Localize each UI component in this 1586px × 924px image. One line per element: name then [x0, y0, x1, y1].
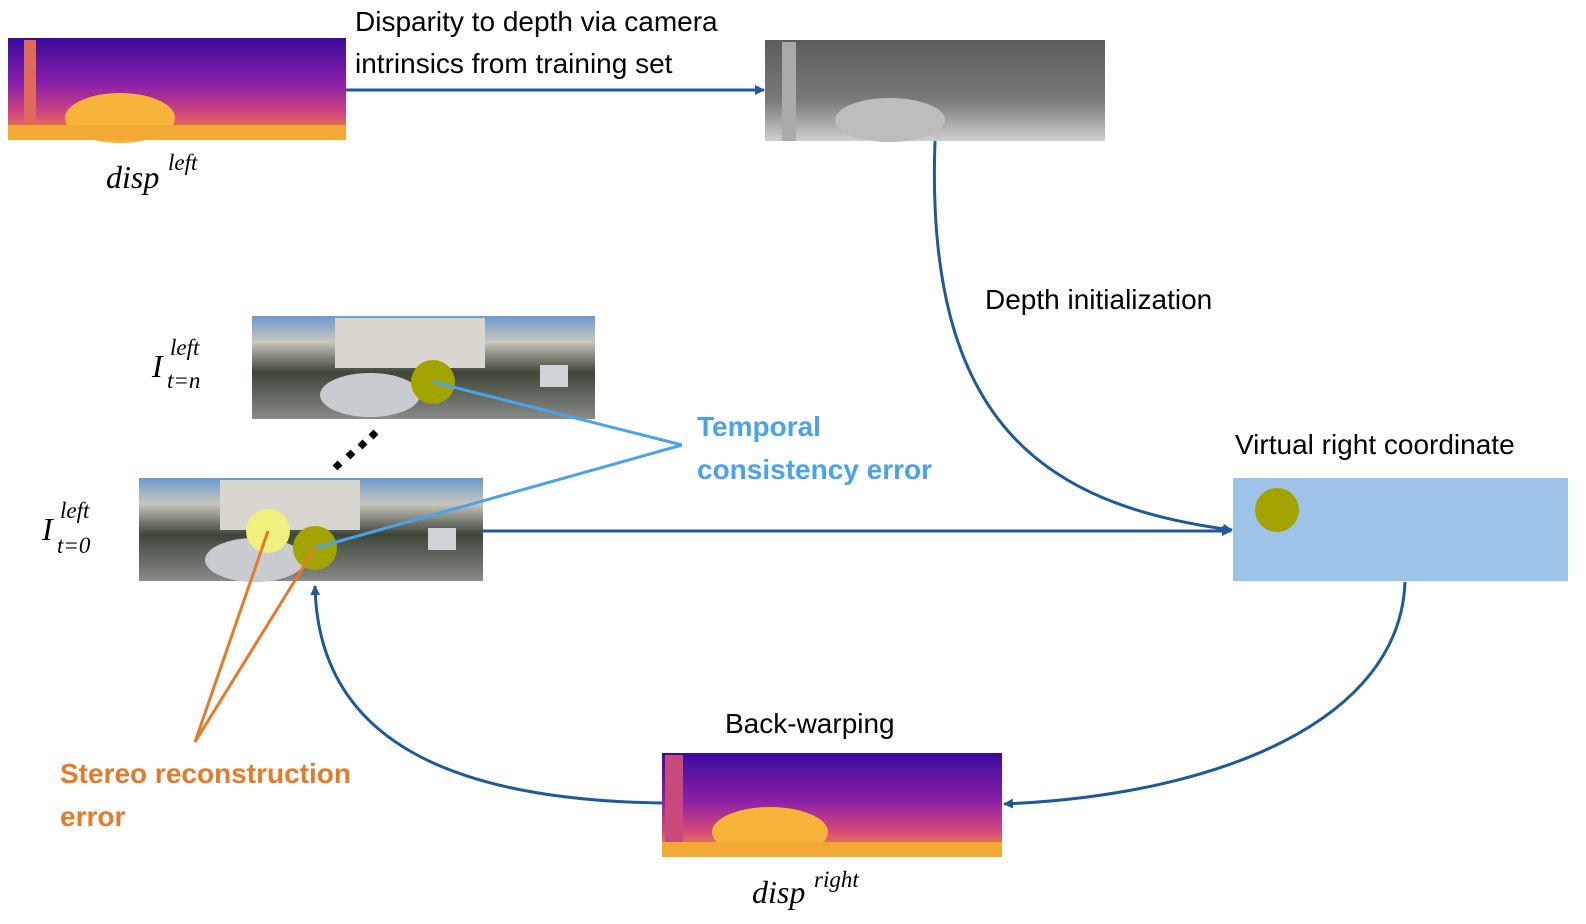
arrow [1004, 582, 1405, 804]
disp-left-base: disp [106, 159, 159, 195]
disp-right-sup: right [814, 867, 859, 892]
frame-n-sub: t=n [167, 368, 200, 393]
disp-left-sup: left [168, 150, 198, 175]
depth-image [765, 40, 1105, 142]
disparity-right-image [662, 753, 1002, 857]
arrow [315, 586, 662, 803]
virtual-right-title: Virtual right coordinate [1235, 429, 1515, 460]
frame-n-base: I [151, 348, 164, 384]
frame-0-base: I [41, 511, 54, 547]
frame-0-sub: t=0 [57, 533, 91, 558]
temporal-label: consistency error [697, 454, 932, 485]
diagram: disp left Disparity to depth via camera … [0, 0, 1586, 924]
depth-arrow-label: intrinsics from training set [355, 48, 673, 79]
arrow [934, 141, 1232, 530]
pixel-marker [1255, 488, 1299, 532]
depth-init-label: Depth initialization [985, 284, 1212, 315]
back-warping-label: Back-warping [725, 708, 895, 739]
depth-arrow-label: Disparity to depth via camera [355, 6, 718, 37]
disparity-left-image [8, 38, 346, 143]
temporal-label: Temporal [697, 411, 821, 442]
stereo-label: Stereo reconstruction [60, 758, 351, 789]
frame-0-sup: left [60, 498, 90, 523]
ellipsis-dots [333, 430, 379, 471]
frame-n-sup: left [170, 335, 200, 360]
disp-right-base: disp [752, 874, 805, 910]
stereo-label: error [60, 801, 125, 832]
